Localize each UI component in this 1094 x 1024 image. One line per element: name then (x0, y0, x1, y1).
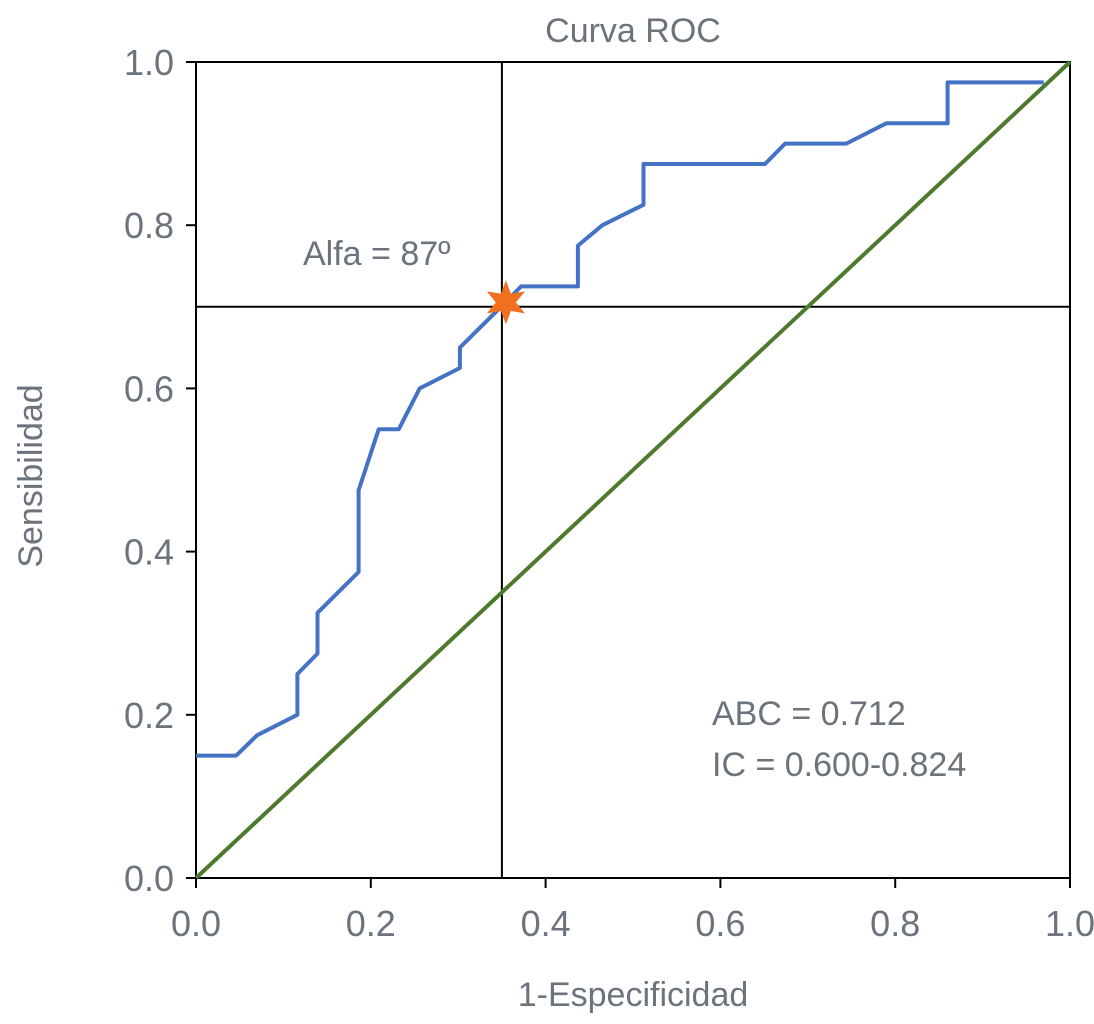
plot-frame (195, 61, 1071, 879)
x-tick-label: 0.8 (870, 903, 920, 944)
y-axis-label: Sensibilidad (12, 384, 50, 567)
reference-diagonal-line (194, 60, 1072, 880)
y-axis-ticks: 0.0 0.2 0.4 0.6 0.8 1.0 (124, 42, 196, 899)
x-tick-label: 0.0 (171, 903, 221, 944)
x-axis-label: 1-Especificidad (518, 976, 749, 1014)
auc-annotation: ABC = 0.712 (712, 695, 906, 733)
y-tick-label: 0.0 (124, 858, 174, 899)
chart-title: Curva ROC (545, 12, 721, 50)
roc-curve-line (196, 80, 1044, 758)
y-tick-label: 0.8 (124, 205, 174, 246)
x-tick-label: 0.2 (346, 903, 396, 944)
x-axis-ticks: 0.0 0.2 0.4 0.6 0.8 1.0 (171, 878, 1094, 944)
ci-annotation: IC = 0.600-0.824 (712, 746, 966, 784)
cutoff-star-marker (486, 280, 525, 325)
x-tick-label: 0.4 (521, 903, 571, 944)
y-tick-label: 0.6 (124, 368, 174, 409)
y-tick-label: 0.4 (124, 532, 174, 573)
alpha-annotation: Alfa = 87º (303, 235, 451, 273)
y-tick-label: 1.0 (124, 42, 174, 83)
y-tick-label: 0.2 (124, 695, 174, 736)
x-tick-label: 1.0 (1045, 903, 1094, 944)
x-tick-label: 0.6 (695, 903, 745, 944)
